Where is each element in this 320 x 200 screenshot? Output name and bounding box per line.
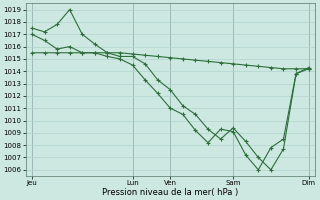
- X-axis label: Pression niveau de la mer( hPa ): Pression niveau de la mer( hPa ): [102, 188, 238, 197]
